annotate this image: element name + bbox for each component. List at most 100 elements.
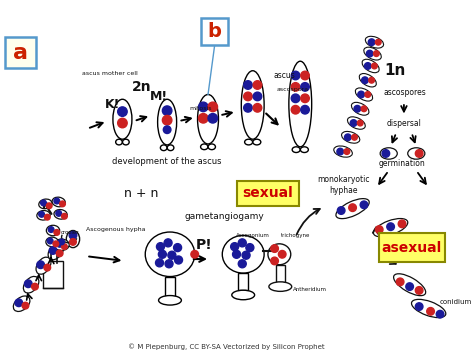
Circle shape	[39, 211, 45, 217]
Circle shape	[164, 239, 172, 247]
Text: M!: M!	[149, 90, 168, 103]
Circle shape	[54, 198, 60, 204]
Text: ascospores: ascospores	[383, 88, 426, 97]
Circle shape	[415, 286, 423, 294]
Bar	[44, 261, 63, 288]
Circle shape	[337, 148, 344, 155]
FancyBboxPatch shape	[379, 233, 445, 262]
Circle shape	[15, 299, 23, 306]
Circle shape	[278, 250, 286, 258]
Ellipse shape	[158, 99, 177, 145]
Ellipse shape	[52, 197, 65, 207]
Circle shape	[173, 244, 182, 252]
Ellipse shape	[380, 148, 397, 159]
Circle shape	[344, 149, 350, 154]
Text: gametangiogamy: gametangiogamy	[184, 212, 264, 221]
Circle shape	[165, 260, 173, 268]
Circle shape	[436, 310, 444, 318]
Text: Ascogonium: Ascogonium	[236, 233, 270, 238]
Circle shape	[174, 256, 182, 264]
Circle shape	[415, 150, 423, 157]
Circle shape	[350, 120, 357, 126]
Ellipse shape	[289, 61, 312, 147]
Circle shape	[164, 126, 171, 134]
Text: Antheridium: Antheridium	[293, 287, 327, 292]
Circle shape	[398, 220, 406, 228]
Text: 1n: 1n	[385, 63, 406, 78]
Circle shape	[238, 239, 246, 247]
Ellipse shape	[36, 257, 51, 274]
Circle shape	[427, 308, 434, 315]
Text: ascus: ascus	[273, 71, 295, 80]
Ellipse shape	[393, 274, 426, 296]
Circle shape	[156, 243, 164, 251]
Circle shape	[301, 94, 310, 103]
Circle shape	[231, 243, 238, 251]
Ellipse shape	[13, 296, 30, 312]
Text: b: b	[208, 22, 222, 41]
Text: sexual: sexual	[243, 186, 293, 201]
Text: conidium: conidium	[440, 299, 472, 305]
Circle shape	[396, 278, 404, 286]
Circle shape	[32, 283, 38, 290]
Circle shape	[46, 203, 52, 209]
Circle shape	[48, 227, 54, 232]
Text: trichogyne: trichogyne	[281, 233, 310, 238]
Circle shape	[238, 260, 246, 268]
FancyBboxPatch shape	[237, 181, 299, 206]
Ellipse shape	[46, 237, 58, 247]
Circle shape	[244, 81, 252, 89]
Circle shape	[244, 103, 252, 112]
Ellipse shape	[37, 210, 50, 220]
Text: ascus mother cell: ascus mother cell	[82, 71, 138, 76]
Ellipse shape	[342, 131, 360, 143]
Text: monokaryotic
hyphae: monokaryotic hyphae	[317, 175, 369, 194]
Circle shape	[118, 107, 127, 116]
Ellipse shape	[46, 225, 60, 236]
Ellipse shape	[301, 147, 309, 153]
Circle shape	[242, 251, 250, 259]
Circle shape	[387, 223, 394, 230]
FancyBboxPatch shape	[5, 37, 36, 68]
Circle shape	[118, 118, 127, 128]
Circle shape	[253, 103, 262, 112]
Circle shape	[45, 214, 50, 220]
Ellipse shape	[122, 139, 129, 145]
Circle shape	[354, 106, 361, 112]
Circle shape	[358, 91, 365, 98]
Ellipse shape	[347, 117, 365, 129]
Ellipse shape	[54, 239, 69, 250]
Ellipse shape	[334, 146, 352, 157]
Circle shape	[233, 250, 240, 258]
Ellipse shape	[66, 230, 80, 248]
Circle shape	[291, 71, 300, 80]
Ellipse shape	[232, 290, 255, 300]
Text: P!: P!	[196, 238, 212, 252]
Ellipse shape	[408, 148, 425, 159]
Circle shape	[301, 71, 310, 80]
Circle shape	[53, 241, 59, 247]
Ellipse shape	[411, 299, 446, 318]
Circle shape	[369, 78, 374, 83]
Circle shape	[37, 261, 45, 269]
Ellipse shape	[116, 139, 122, 145]
Ellipse shape	[160, 145, 167, 151]
Ellipse shape	[365, 36, 383, 48]
Circle shape	[301, 106, 310, 114]
Ellipse shape	[374, 218, 408, 237]
Text: K!: K!	[105, 98, 120, 111]
Ellipse shape	[245, 139, 253, 145]
Ellipse shape	[364, 47, 381, 60]
Ellipse shape	[167, 145, 174, 151]
Ellipse shape	[253, 139, 261, 145]
Circle shape	[375, 226, 383, 233]
Circle shape	[56, 210, 62, 216]
Circle shape	[62, 213, 67, 219]
Circle shape	[415, 303, 423, 310]
Circle shape	[62, 244, 67, 250]
Ellipse shape	[359, 74, 376, 87]
Text: 2n: 2n	[132, 80, 151, 94]
Circle shape	[56, 241, 63, 247]
Circle shape	[362, 77, 368, 84]
Circle shape	[56, 250, 63, 257]
